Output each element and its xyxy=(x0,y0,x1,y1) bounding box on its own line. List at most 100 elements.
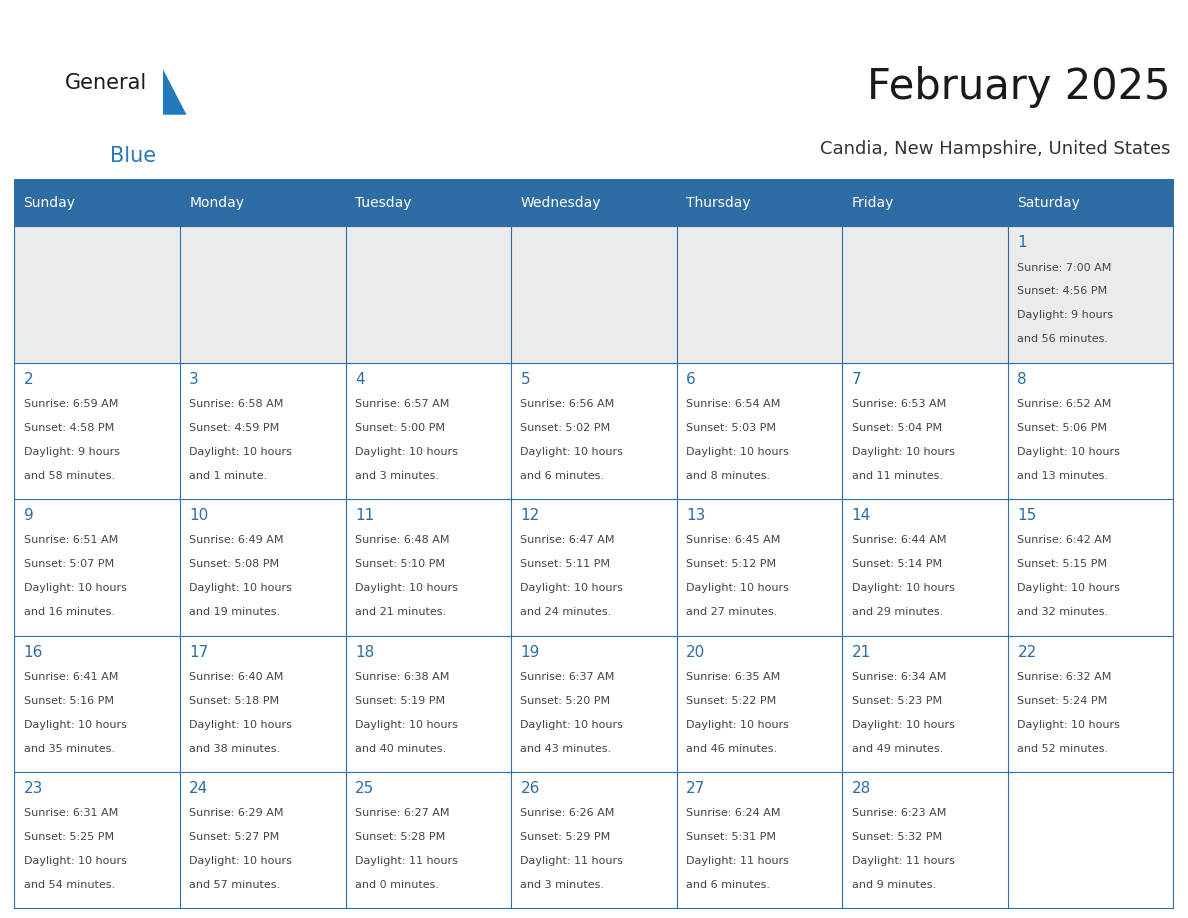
Text: and 16 minutes.: and 16 minutes. xyxy=(24,607,114,617)
Text: 25: 25 xyxy=(355,781,374,796)
Text: Sunrise: 6:26 AM: Sunrise: 6:26 AM xyxy=(520,809,615,819)
Bar xyxy=(511,636,677,772)
Text: Daylight: 10 hours: Daylight: 10 hours xyxy=(520,447,624,457)
Text: Daylight: 10 hours: Daylight: 10 hours xyxy=(355,583,457,593)
Text: 14: 14 xyxy=(852,509,871,523)
Text: and 9 minutes.: and 9 minutes. xyxy=(852,880,936,890)
Text: and 43 minutes.: and 43 minutes. xyxy=(520,744,612,754)
Text: 22: 22 xyxy=(1017,644,1037,660)
Text: Wednesday: Wednesday xyxy=(520,196,601,209)
Text: and 32 minutes.: and 32 minutes. xyxy=(1017,607,1108,617)
Bar xyxy=(842,772,1009,909)
Text: 2: 2 xyxy=(24,372,33,386)
Bar xyxy=(677,227,842,363)
Text: Sunset: 4:58 PM: Sunset: 4:58 PM xyxy=(24,423,114,433)
Text: and 49 minutes.: and 49 minutes. xyxy=(852,744,943,754)
Text: Sunrise: 6:48 AM: Sunrise: 6:48 AM xyxy=(355,535,449,545)
Text: and 6 minutes.: and 6 minutes. xyxy=(520,471,605,481)
Text: Sunset: 5:02 PM: Sunset: 5:02 PM xyxy=(520,423,611,433)
Text: and 57 minutes.: and 57 minutes. xyxy=(189,880,280,890)
Text: Daylight: 10 hours: Daylight: 10 hours xyxy=(355,720,457,730)
Bar xyxy=(14,179,1174,227)
Text: Sunrise: 6:34 AM: Sunrise: 6:34 AM xyxy=(852,672,946,682)
Text: Daylight: 10 hours: Daylight: 10 hours xyxy=(355,447,457,457)
Text: 27: 27 xyxy=(687,781,706,796)
Text: Daylight: 10 hours: Daylight: 10 hours xyxy=(520,720,624,730)
Text: and 19 minutes.: and 19 minutes. xyxy=(189,607,280,617)
Text: 12: 12 xyxy=(520,509,539,523)
Text: Daylight: 10 hours: Daylight: 10 hours xyxy=(1017,447,1120,457)
Text: Sunset: 5:14 PM: Sunset: 5:14 PM xyxy=(852,559,942,569)
Text: Candia, New Hampshire, United States: Candia, New Hampshire, United States xyxy=(820,140,1170,158)
Bar xyxy=(346,772,511,909)
Text: Daylight: 11 hours: Daylight: 11 hours xyxy=(520,856,624,867)
Text: and 27 minutes.: and 27 minutes. xyxy=(687,607,777,617)
Text: Sunset: 5:04 PM: Sunset: 5:04 PM xyxy=(852,423,942,433)
Text: Sunset: 5:08 PM: Sunset: 5:08 PM xyxy=(189,559,279,569)
Text: 5: 5 xyxy=(520,372,530,386)
Text: 21: 21 xyxy=(852,644,871,660)
Text: Sunrise: 6:35 AM: Sunrise: 6:35 AM xyxy=(687,672,781,682)
Text: Daylight: 11 hours: Daylight: 11 hours xyxy=(852,856,955,867)
Text: and 6 minutes.: and 6 minutes. xyxy=(687,880,770,890)
Text: Daylight: 10 hours: Daylight: 10 hours xyxy=(189,720,292,730)
Text: Sunset: 5:23 PM: Sunset: 5:23 PM xyxy=(852,696,942,706)
Text: General: General xyxy=(65,73,147,93)
Text: Sunrise: 6:56 AM: Sunrise: 6:56 AM xyxy=(520,399,614,409)
Text: Sunrise: 6:47 AM: Sunrise: 6:47 AM xyxy=(520,535,615,545)
Text: 1: 1 xyxy=(1017,235,1026,251)
Bar xyxy=(346,227,511,363)
Text: Sunrise: 6:29 AM: Sunrise: 6:29 AM xyxy=(189,809,284,819)
Text: Sunset: 5:18 PM: Sunset: 5:18 PM xyxy=(189,696,279,706)
Bar xyxy=(346,363,511,499)
Text: and 3 minutes.: and 3 minutes. xyxy=(355,471,438,481)
Text: Sunrise: 6:52 AM: Sunrise: 6:52 AM xyxy=(1017,399,1112,409)
Text: Sunset: 5:27 PM: Sunset: 5:27 PM xyxy=(189,833,279,843)
Text: Daylight: 10 hours: Daylight: 10 hours xyxy=(687,720,789,730)
Text: Sunset: 5:32 PM: Sunset: 5:32 PM xyxy=(852,833,942,843)
Text: Daylight: 10 hours: Daylight: 10 hours xyxy=(852,447,955,457)
Text: and 8 minutes.: and 8 minutes. xyxy=(687,471,770,481)
Text: 28: 28 xyxy=(852,781,871,796)
Text: 20: 20 xyxy=(687,644,706,660)
Bar xyxy=(179,227,346,363)
Text: Sunset: 5:24 PM: Sunset: 5:24 PM xyxy=(1017,696,1107,706)
Text: 10: 10 xyxy=(189,509,208,523)
Text: Daylight: 10 hours: Daylight: 10 hours xyxy=(852,720,955,730)
Text: Sunset: 4:56 PM: Sunset: 4:56 PM xyxy=(1017,286,1107,297)
Text: Sunrise: 6:40 AM: Sunrise: 6:40 AM xyxy=(189,672,284,682)
Text: Sunset: 5:10 PM: Sunset: 5:10 PM xyxy=(355,559,444,569)
Text: 11: 11 xyxy=(355,509,374,523)
Text: and 52 minutes.: and 52 minutes. xyxy=(1017,744,1108,754)
Bar xyxy=(511,499,677,636)
Text: and 3 minutes.: and 3 minutes. xyxy=(520,880,605,890)
Text: and 35 minutes.: and 35 minutes. xyxy=(24,744,114,754)
Bar xyxy=(14,363,179,499)
Text: Daylight: 10 hours: Daylight: 10 hours xyxy=(520,583,624,593)
Text: Sunrise: 6:41 AM: Sunrise: 6:41 AM xyxy=(24,672,118,682)
Text: 18: 18 xyxy=(355,644,374,660)
Text: 13: 13 xyxy=(687,509,706,523)
Bar xyxy=(511,227,677,363)
Text: and 58 minutes.: and 58 minutes. xyxy=(24,471,115,481)
Text: Daylight: 10 hours: Daylight: 10 hours xyxy=(189,447,292,457)
Bar xyxy=(1009,772,1174,909)
Text: 9: 9 xyxy=(24,509,33,523)
Text: 8: 8 xyxy=(1017,372,1026,386)
Text: Monday: Monday xyxy=(189,196,245,209)
Text: 17: 17 xyxy=(189,644,208,660)
Bar xyxy=(842,499,1009,636)
Text: Sunrise: 6:44 AM: Sunrise: 6:44 AM xyxy=(852,535,946,545)
Text: Tuesday: Tuesday xyxy=(355,196,411,209)
Text: and 24 minutes.: and 24 minutes. xyxy=(520,607,612,617)
Text: Sunrise: 6:27 AM: Sunrise: 6:27 AM xyxy=(355,809,449,819)
Text: Daylight: 11 hours: Daylight: 11 hours xyxy=(355,856,457,867)
Text: Sunrise: 6:23 AM: Sunrise: 6:23 AM xyxy=(852,809,946,819)
Bar xyxy=(842,636,1009,772)
Bar xyxy=(677,363,842,499)
Text: February 2025: February 2025 xyxy=(867,66,1170,108)
Text: Sunset: 5:12 PM: Sunset: 5:12 PM xyxy=(687,559,776,569)
Bar xyxy=(677,636,842,772)
Text: Daylight: 10 hours: Daylight: 10 hours xyxy=(24,583,126,593)
Text: Sunrise: 6:42 AM: Sunrise: 6:42 AM xyxy=(1017,535,1112,545)
